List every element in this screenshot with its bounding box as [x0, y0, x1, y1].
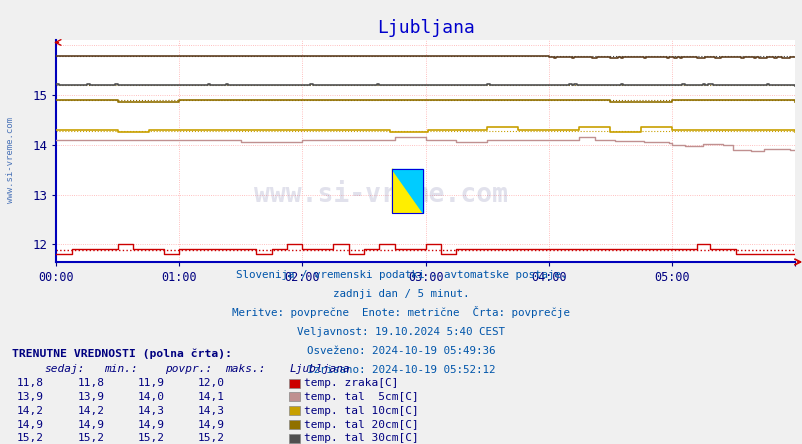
Text: 14,9: 14,9 [197, 420, 225, 430]
Text: 14,9: 14,9 [137, 420, 164, 430]
Text: 11,8: 11,8 [77, 378, 104, 388]
Text: 14,0: 14,0 [137, 392, 164, 402]
Text: 15,2: 15,2 [197, 433, 225, 444]
Text: 11,8: 11,8 [17, 378, 44, 388]
Text: www.si-vreme.com: www.si-vreme.com [254, 182, 508, 208]
Text: min.:: min.: [104, 364, 138, 374]
Text: Izrisano: 2024-10-19 05:52:12: Izrisano: 2024-10-19 05:52:12 [307, 365, 495, 375]
Text: Osveženo: 2024-10-19 05:49:36: Osveženo: 2024-10-19 05:49:36 [307, 346, 495, 356]
Text: 11,9: 11,9 [137, 378, 164, 388]
Text: povpr.:: povpr.: [164, 364, 212, 374]
Text: 14,3: 14,3 [137, 406, 164, 416]
Text: 14,9: 14,9 [17, 420, 44, 430]
Text: temp. tal 30cm[C]: temp. tal 30cm[C] [303, 433, 418, 444]
Text: Veljavnost: 19.10.2024 5:40 CEST: Veljavnost: 19.10.2024 5:40 CEST [297, 327, 505, 337]
Text: temp. zraka[C]: temp. zraka[C] [303, 378, 398, 388]
Text: 15,2: 15,2 [77, 433, 104, 444]
Polygon shape [392, 169, 423, 213]
Text: 14,9: 14,9 [77, 420, 104, 430]
Text: 14,2: 14,2 [17, 406, 44, 416]
Text: maks.:: maks.: [225, 364, 265, 374]
Title: Ljubljana: Ljubljana [376, 19, 474, 37]
Text: 14,1: 14,1 [197, 392, 225, 402]
Text: 13,9: 13,9 [77, 392, 104, 402]
Text: sedaj:: sedaj: [44, 364, 84, 374]
Text: 13,9: 13,9 [17, 392, 44, 402]
Text: www.si-vreme.com: www.si-vreme.com [6, 117, 15, 203]
Text: Ljubljana: Ljubljana [289, 364, 350, 374]
Text: 15,2: 15,2 [17, 433, 44, 444]
Text: Slovenija / vremenski podatki - avtomatske postaje.: Slovenija / vremenski podatki - avtomats… [236, 270, 566, 280]
Polygon shape [392, 169, 423, 213]
Text: temp. tal  5cm[C]: temp. tal 5cm[C] [303, 392, 418, 402]
Text: Meritve: povprečne  Enote: metrične  Črta: povprečje: Meritve: povprečne Enote: metrične Črta:… [233, 305, 569, 318]
Text: temp. tal 20cm[C]: temp. tal 20cm[C] [303, 420, 418, 430]
Text: 15,2: 15,2 [137, 433, 164, 444]
Text: 14,2: 14,2 [77, 406, 104, 416]
Text: TRENUTNE VREDNOSTI (polna črta):: TRENUTNE VREDNOSTI (polna črta): [12, 349, 232, 360]
Text: 12,0: 12,0 [197, 378, 225, 388]
Text: temp. tal 10cm[C]: temp. tal 10cm[C] [303, 406, 418, 416]
Text: zadnji dan / 5 minut.: zadnji dan / 5 minut. [333, 289, 469, 299]
Text: 14,3: 14,3 [197, 406, 225, 416]
